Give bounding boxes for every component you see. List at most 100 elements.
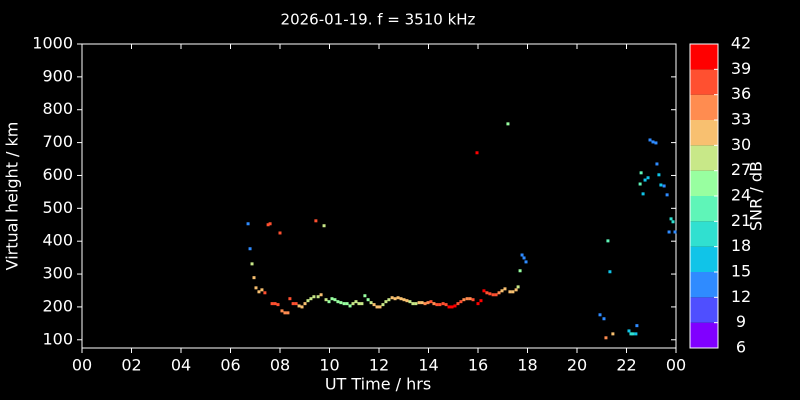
data-point — [342, 302, 346, 306]
x-tick-label: 12 — [369, 356, 389, 375]
data-point — [450, 305, 454, 309]
data-point — [639, 171, 643, 175]
data-point — [518, 269, 522, 273]
y-tick-label: 300 — [42, 264, 73, 283]
data-point — [655, 162, 659, 166]
x-tick-label: 20 — [567, 356, 587, 375]
data-point — [611, 332, 615, 336]
data-point — [354, 300, 358, 304]
colorbar-tick-label: 42 — [731, 34, 751, 53]
colorbar-band — [690, 246, 718, 272]
data-point — [345, 302, 349, 306]
colorbar-tick-label: 39 — [731, 59, 751, 78]
x-tick-label: 06 — [220, 356, 240, 375]
data-point — [384, 300, 388, 304]
data-point — [503, 287, 507, 291]
data-point — [465, 297, 469, 301]
data-point — [405, 299, 409, 303]
data-point — [453, 304, 457, 308]
y-tick-label: 500 — [42, 198, 73, 217]
data-point — [327, 300, 331, 304]
colorbar-band — [690, 196, 718, 222]
data-point — [254, 286, 258, 290]
data-point — [280, 309, 284, 313]
data-point — [479, 299, 483, 303]
colorbar-band — [690, 297, 718, 323]
data-point — [429, 300, 433, 304]
x-axis-label: UT Time / hrs — [325, 375, 431, 394]
data-point — [497, 291, 501, 295]
data-point — [506, 122, 510, 126]
x-tick-label: 22 — [616, 356, 636, 375]
data-point — [357, 302, 361, 306]
data-point — [322, 224, 326, 228]
y-tick-label: 400 — [42, 231, 73, 250]
data-point — [438, 303, 442, 307]
data-point — [273, 302, 277, 306]
data-point — [291, 302, 295, 306]
data-point — [522, 256, 526, 260]
data-point — [638, 182, 642, 186]
data-point — [435, 303, 439, 307]
data-point — [604, 336, 608, 340]
data-point — [488, 292, 492, 296]
data-point — [276, 303, 280, 307]
data-point — [411, 302, 415, 306]
y-tick-label: 100 — [42, 329, 73, 348]
data-point — [393, 297, 397, 301]
colorbar-tick-label: 24 — [731, 186, 751, 205]
x-tick-label: 16 — [468, 356, 488, 375]
data-point — [432, 302, 436, 306]
y-tick-label: 1000 — [32, 34, 73, 53]
data-point — [333, 298, 337, 302]
colorbar-tick-label: 15 — [731, 262, 751, 281]
colorbar-tick-label: 9 — [736, 312, 746, 331]
data-point — [514, 288, 518, 292]
data-point — [673, 230, 677, 234]
colorbar-band — [690, 120, 718, 146]
data-point — [665, 193, 669, 197]
data-point — [266, 223, 270, 227]
data-point — [375, 305, 379, 309]
data-point — [366, 298, 370, 302]
data-point — [511, 290, 515, 294]
data-point — [459, 300, 463, 304]
colorbar-tick-label: 36 — [731, 84, 751, 103]
data-point — [494, 293, 498, 297]
y-axis-label: Virtual height / km — [3, 122, 22, 271]
data-point — [402, 298, 406, 302]
x-tick-label: 00 — [72, 356, 92, 375]
y-tick-label: 200 — [42, 296, 73, 315]
data-point — [252, 276, 256, 280]
data-point — [646, 176, 650, 180]
data-point — [447, 305, 451, 309]
data-point — [283, 311, 287, 315]
colorbar-tick-label: 18 — [731, 236, 751, 255]
data-point — [314, 219, 318, 223]
data-point — [643, 178, 647, 182]
data-point — [662, 184, 666, 188]
data-point — [471, 298, 475, 302]
data-point — [399, 297, 403, 301]
data-point — [462, 298, 466, 302]
data-point — [248, 247, 252, 251]
data-point — [330, 297, 334, 301]
data-point — [369, 301, 373, 305]
colorbar-tick-label: 27 — [731, 160, 751, 179]
y-tick-label: 700 — [42, 132, 73, 151]
data-point — [444, 303, 448, 307]
x-tick-label: 08 — [270, 356, 290, 375]
colorbar-tick-label: 21 — [731, 211, 751, 230]
data-point — [417, 301, 421, 305]
data-point — [426, 301, 430, 305]
data-point — [339, 301, 343, 305]
colorbar-band — [690, 322, 718, 348]
colorbar-band — [690, 44, 718, 70]
colorbar-band — [690, 69, 718, 95]
colorbar-tick-label: 30 — [731, 135, 751, 154]
data-point — [602, 317, 606, 321]
data-point — [654, 141, 658, 145]
y-tick-label: 600 — [42, 165, 73, 184]
